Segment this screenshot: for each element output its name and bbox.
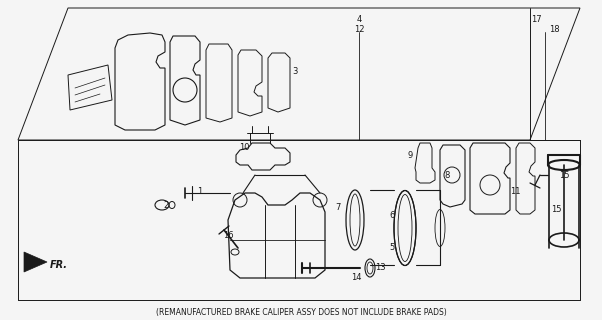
- Polygon shape: [24, 252, 47, 272]
- Text: (REMANUFACTURED BRAKE CALIPER ASSY DOES NOT INCLUDE BRAKE PADS): (REMANUFACTURED BRAKE CALIPER ASSY DOES …: [156, 308, 446, 317]
- Text: 15: 15: [551, 205, 561, 214]
- Text: 11: 11: [510, 188, 520, 196]
- Text: 18: 18: [548, 26, 559, 35]
- Text: 6: 6: [389, 211, 395, 220]
- Text: 8: 8: [444, 171, 450, 180]
- Text: 3: 3: [293, 68, 297, 76]
- Text: 12: 12: [354, 26, 364, 35]
- Text: 5: 5: [389, 244, 395, 252]
- Text: FR.: FR.: [50, 260, 68, 270]
- Text: 7: 7: [335, 204, 341, 212]
- Text: 2: 2: [163, 201, 169, 210]
- Text: 13: 13: [374, 263, 385, 273]
- Text: 16: 16: [223, 230, 234, 239]
- Text: 15: 15: [559, 171, 569, 180]
- Text: 1: 1: [197, 188, 203, 196]
- Text: 14: 14: [351, 274, 361, 283]
- Text: 10: 10: [239, 143, 249, 153]
- Ellipse shape: [394, 190, 416, 266]
- Text: 9: 9: [408, 150, 412, 159]
- Text: 17: 17: [531, 15, 541, 25]
- Text: 4: 4: [356, 15, 362, 25]
